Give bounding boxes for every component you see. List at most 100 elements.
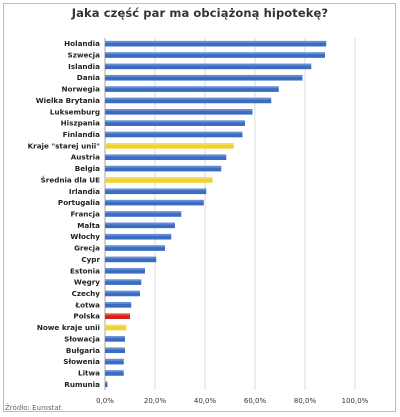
category-label: Węgry — [74, 278, 100, 287]
bar — [105, 347, 125, 354]
bar — [105, 336, 125, 342]
bar — [105, 97, 272, 104]
bar-highlight — [105, 336, 125, 339]
category-label: Rumunia — [64, 380, 100, 389]
bar-highlight — [105, 381, 108, 384]
category-label: Grecja — [74, 244, 100, 253]
bar-highlight — [105, 233, 172, 236]
bar — [105, 188, 207, 195]
bar — [105, 267, 145, 274]
bar — [105, 109, 253, 115]
bar — [105, 211, 182, 217]
category-label: Portugalia — [58, 198, 100, 207]
bar — [105, 40, 327, 47]
category-label: Austria — [71, 153, 100, 162]
bar — [105, 199, 204, 206]
bar — [105, 52, 325, 58]
x-tick-label: 60,0% — [244, 397, 267, 405]
bar — [105, 290, 140, 297]
bar — [105, 154, 227, 161]
category-label: Irlandia — [69, 187, 100, 196]
category-label: Polska — [73, 312, 100, 321]
category-label: Bułgaria — [66, 346, 100, 355]
bar-highlight — [105, 143, 234, 146]
bar-highlight — [105, 245, 165, 248]
category-label: Słowenia — [63, 357, 100, 366]
bar — [105, 324, 127, 331]
category-label: Kraje "starej unii" — [28, 141, 101, 150]
bar-highlight — [105, 302, 132, 304]
x-tick-label: 40,0% — [194, 397, 217, 405]
category-label: Islandia — [68, 62, 100, 71]
bar-highlight — [105, 347, 125, 350]
category-label: Hiszpania — [61, 119, 101, 128]
source-note: Źródło: Eurostat — [5, 404, 62, 412]
bar — [105, 86, 279, 92]
bar — [105, 233, 172, 240]
bar-highlight — [105, 74, 303, 77]
bar-highlight — [105, 211, 182, 214]
bar — [105, 256, 157, 263]
bar — [105, 177, 213, 183]
category-label: Dania — [77, 73, 100, 82]
category-label: Czechy — [72, 289, 101, 298]
category-label: Belgia — [75, 164, 100, 173]
category-label: Luksemburg — [50, 107, 100, 116]
bar — [105, 358, 124, 365]
category-label: Holandia — [64, 39, 100, 48]
bar — [105, 302, 132, 308]
bar — [105, 279, 142, 285]
bar-highlight — [105, 109, 253, 111]
bar — [105, 245, 165, 251]
category-label: Szwecja — [68, 51, 101, 60]
category-label: Litwa — [78, 368, 100, 377]
x-tick-label: 0,0% — [96, 397, 114, 405]
bar-highlight — [105, 177, 213, 180]
bar-highlight — [105, 279, 142, 282]
bar-highlight — [105, 63, 312, 66]
chart-title: Jaka część par ma obciążoną hipotekę? — [71, 6, 329, 20]
category-label: Estonia — [70, 266, 100, 275]
category-label: Średnia dla UE — [41, 175, 100, 184]
category-label: Wielka Brytania — [36, 96, 100, 105]
bar-highlight — [105, 188, 207, 191]
category-label: Nowe kraje unii — [37, 323, 100, 332]
category-label: Słowacja — [64, 334, 100, 343]
bar-highlight — [105, 358, 124, 361]
x-tick-label: 80,0% — [294, 397, 317, 405]
bar-highlight — [105, 313, 130, 316]
bar — [105, 63, 312, 70]
bar — [105, 313, 130, 319]
x-tick-label: 100,0% — [342, 397, 369, 405]
bar-highlight — [105, 154, 227, 157]
bar — [105, 120, 245, 126]
bar-highlight — [105, 199, 204, 202]
bar-highlight — [105, 256, 157, 259]
bar-highlight — [105, 267, 145, 270]
category-label: Norwegia — [62, 85, 101, 94]
x-tick-label: 20,0% — [144, 397, 167, 405]
category-label: Włochy — [70, 232, 100, 241]
category-label: Łotwa — [75, 300, 101, 309]
bar — [105, 143, 234, 149]
bar-highlight — [105, 40, 327, 43]
bar-highlight — [105, 131, 243, 134]
bar — [105, 74, 303, 81]
bar-highlight — [105, 165, 222, 168]
bar — [105, 222, 175, 229]
bar — [105, 370, 124, 376]
bar — [105, 131, 243, 138]
bar-highlight — [105, 120, 245, 123]
category-label: Finlandia — [63, 130, 101, 139]
category-label: Francja — [70, 210, 100, 219]
bar-highlight — [105, 222, 175, 225]
bar — [105, 381, 108, 388]
bar-highlight — [105, 370, 124, 373]
bar-highlight — [105, 324, 127, 327]
category-label: Malta — [77, 221, 100, 230]
bar-highlight — [105, 86, 279, 89]
bar — [105, 165, 222, 172]
category-label: Cypr — [81, 255, 100, 264]
bar-highlight — [105, 97, 272, 100]
